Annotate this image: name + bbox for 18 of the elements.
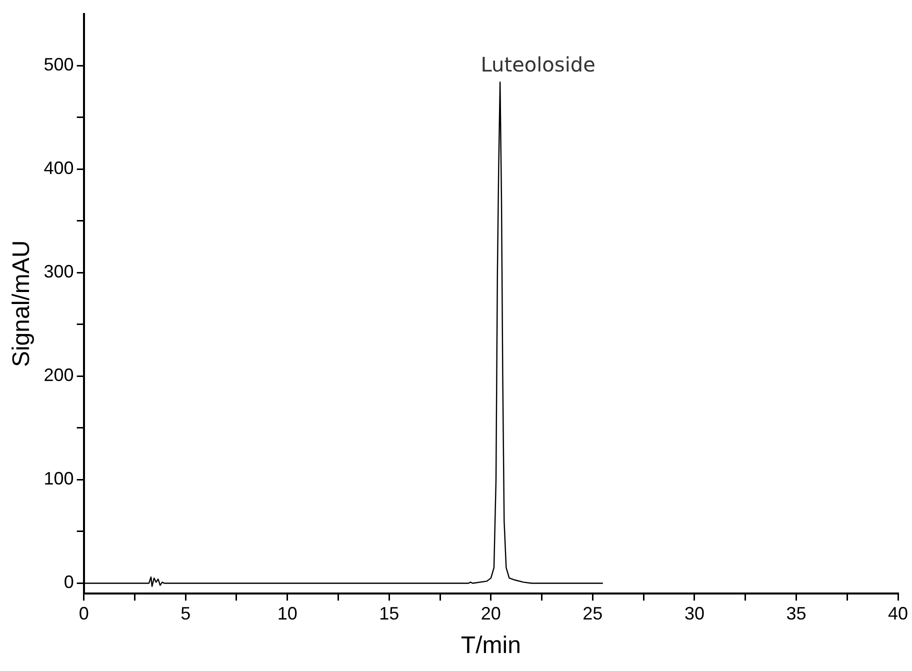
x-tick-label: 10 (277, 603, 298, 624)
annotation: Luteoloside (480, 52, 596, 76)
x-axis-title: T/min (460, 632, 521, 660)
x-tick-label: 35 (786, 603, 806, 624)
x-tick-label: 0 (78, 603, 89, 624)
x-tick-label: 5 (180, 603, 191, 624)
x-tick-label: 25 (582, 603, 603, 624)
x-tick-label: 20 (480, 603, 501, 624)
x-tick-label: 30 (684, 603, 704, 624)
y-tick-label: 500 (44, 54, 74, 75)
y-tick-label: 300 (44, 262, 74, 282)
y-tick-label: 400 (44, 158, 74, 178)
y-axis-title: Signal/mAU (8, 240, 36, 368)
y-tick-label: 100 (44, 468, 74, 489)
x-tick-label: 40 (888, 603, 908, 624)
x-tick-label: 15 (379, 603, 400, 624)
y-tick-label: 0 (64, 572, 74, 592)
y-tick-label: 200 (44, 365, 74, 386)
